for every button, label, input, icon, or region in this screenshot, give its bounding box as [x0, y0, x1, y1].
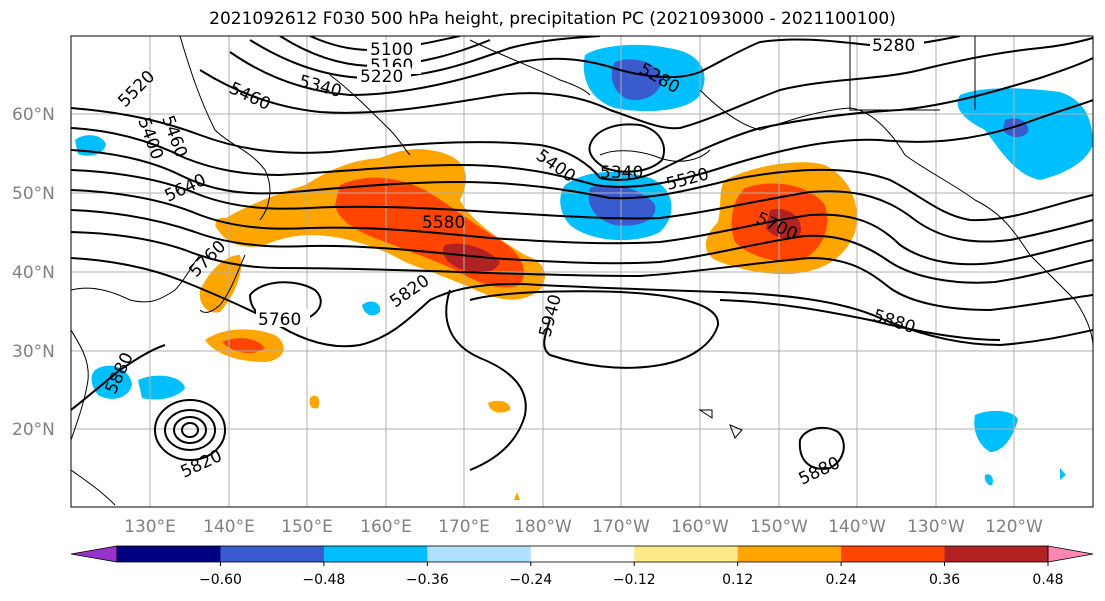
precip-neg-bering-core [611, 59, 662, 100]
colorbar-extend-high [1047, 545, 1094, 563]
contour-5520 [71, 149, 1093, 222]
colorbar-tick-label: 0.12 [722, 572, 753, 588]
colorbar-segment [737, 546, 842, 562]
contour-5820 [71, 257, 1093, 348]
contour-5580 [71, 169, 1093, 243]
lat-label: 40°N [12, 263, 55, 283]
colorbar-frame [116, 545, 1049, 563]
precip-neg-se-dot2 [1060, 468, 1066, 480]
precip-pos-small-3 [514, 492, 520, 500]
precip-neg-south-1 [362, 301, 381, 316]
colorbar-segment [220, 546, 325, 562]
contour-5760 [71, 231, 1093, 312]
colorbar-segment [117, 546, 221, 562]
contour-closed-5880-south [798, 426, 845, 470]
colorbar-tick-label: −0.60 [199, 572, 242, 588]
colorbar-segment [634, 546, 739, 562]
lat-label: 20°N [12, 420, 55, 440]
precip-pos-sw-core [222, 338, 265, 354]
colorbar-segment [323, 546, 428, 562]
colorbar-segment [944, 546, 1049, 562]
contour-5880-east [719, 299, 1001, 341]
precip-pos-band-core [443, 243, 500, 273]
contour-5220 [249, 36, 601, 80]
height-contours [71, 36, 1093, 471]
precip-neg-central-core [588, 185, 656, 226]
precip-neg-northeast-core [1003, 118, 1029, 138]
colorbar-extend-low [70, 545, 118, 563]
contour-5880-loop [445, 289, 527, 471]
contour-label: 5100 [370, 40, 413, 60]
contour-label: 5220 [360, 67, 403, 87]
colorbar-tick-label: −0.36 [406, 572, 449, 588]
contour-5940 [469, 290, 720, 369]
contour-5340 [199, 37, 1093, 130]
colorbar: −0.60 −0.48 −0.36 −0.24 −0.12 0.12 0.24 0.36 0.4… [70, 545, 1094, 588]
contour-5640 [71, 189, 1093, 266]
lon-label: 160°W [671, 517, 729, 537]
precip-pos-small-2 [488, 400, 511, 413]
colorbar-tick-label: 0.48 [1032, 572, 1063, 588]
typhoon-ring-2 [164, 409, 217, 451]
lon-label: 160°E [360, 517, 412, 537]
contour-closed-5340 [588, 123, 665, 173]
colorbar-segment [530, 546, 635, 562]
lon-label: 170°E [438, 517, 490, 537]
lon-label: 180°W [514, 517, 572, 537]
colorbar-tick-label: −0.24 [509, 572, 552, 588]
contour-5400 [71, 57, 1093, 181]
lon-label: 130°E [124, 517, 176, 537]
contour-5700 [71, 209, 1093, 284]
precip-pos-japan [199, 255, 242, 313]
contour-label: 5280 [872, 36, 915, 56]
lon-label: 150°E [281, 517, 333, 537]
lon-label: 170°W [592, 517, 650, 537]
contour-5280 [229, 36, 961, 97]
lon-label: 140°E [203, 517, 255, 537]
lon-label: 150°W [750, 517, 808, 537]
precip-pos-small-1 [309, 395, 320, 409]
colorbar-tick-label: 0.36 [929, 572, 960, 588]
longitude-labels: 130°E 140°E 150°E 160°E 170°E 180°W 170°… [124, 517, 1043, 537]
contour-5460 [71, 99, 1093, 188]
precip-neg-se [974, 410, 1018, 452]
contour-5880 [71, 344, 166, 411]
chart-title: 2021092612 F030 500 hPa height, precipit… [209, 9, 896, 29]
lon-label: 130°W [907, 517, 965, 537]
latitude-labels: 60°N 50°N 40°N 30°N 20°N [12, 105, 55, 440]
colorbar-segment [841, 546, 946, 562]
colorbar-tick-label: −0.12 [613, 572, 656, 588]
precip-pos-goa-core [766, 209, 801, 239]
typhoon-ring-4 [181, 422, 200, 438]
lat-label: 50°N [12, 184, 55, 204]
typhoon-ring-1 [154, 399, 227, 461]
contour-label: 5340 [600, 163, 643, 183]
lon-label: 120°W [985, 517, 1043, 537]
colorbar-tick-label: 0.24 [826, 572, 857, 588]
lon-label: 140°W [828, 517, 886, 537]
typhoon-ring-3 [173, 416, 208, 444]
precip-neg-se-dot [984, 474, 993, 486]
contour-label: 5760 [258, 310, 301, 330]
colorbar-tick-label: −0.48 [302, 572, 345, 588]
map-frame [70, 35, 1094, 508]
precip-neg-sw [91, 365, 132, 399]
colorbar-segment [427, 546, 532, 562]
lat-label: 30°N [12, 342, 55, 362]
lat-label: 60°N [12, 105, 55, 125]
contour-label: 5580 [422, 213, 465, 233]
